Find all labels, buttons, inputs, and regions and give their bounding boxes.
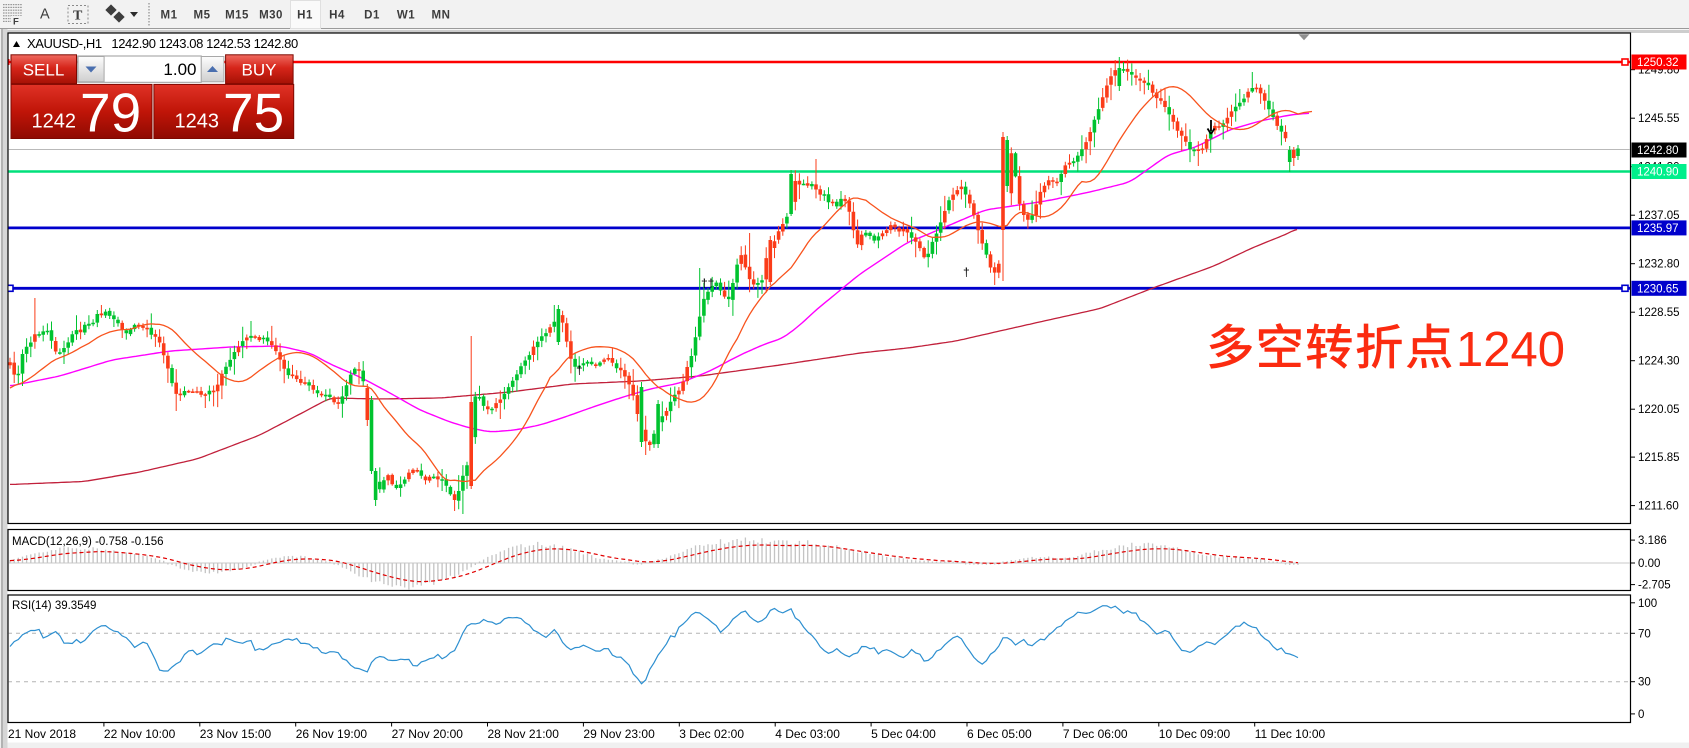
svg-text:†: † — [576, 363, 583, 377]
svg-text:1220.05: 1220.05 — [1638, 404, 1680, 416]
svg-text:26 Nov 19:00: 26 Nov 19:00 — [296, 727, 368, 741]
svg-text:1250.32: 1250.32 — [1637, 57, 1679, 69]
svg-text:28 Nov 21:00: 28 Nov 21:00 — [488, 727, 560, 741]
svg-text:23 Nov 15:00: 23 Nov 15:00 — [200, 727, 272, 741]
svg-text:21 Nov 2018: 21 Nov 2018 — [8, 727, 76, 741]
svg-text:††: †† — [701, 276, 714, 290]
svg-text:0.00: 0.00 — [1638, 558, 1660, 570]
svg-text:3 Dec 02:00: 3 Dec 02:00 — [679, 727, 744, 741]
svg-text:1243: 1243 — [175, 111, 220, 133]
svg-text:10 Dec 09:00: 10 Dec 09:00 — [1159, 727, 1231, 741]
svg-text:D1: D1 — [364, 10, 380, 22]
svg-text:A: A — [40, 7, 50, 23]
svg-text:30: 30 — [1638, 677, 1651, 689]
svg-text:75: 75 — [223, 82, 284, 144]
svg-text:79: 79 — [80, 82, 141, 144]
svg-text:W1: W1 — [397, 10, 415, 22]
svg-text:6 Dec 05:00: 6 Dec 05:00 — [967, 727, 1032, 741]
svg-text:1215.85: 1215.85 — [1638, 452, 1680, 464]
svg-text:MN: MN — [432, 10, 451, 22]
svg-text:BUY: BUY — [242, 61, 277, 80]
svg-text:11 Dec 10:00: 11 Dec 10:00 — [1255, 727, 1326, 741]
svg-text:3.186: 3.186 — [1638, 535, 1667, 547]
svg-text:1.00: 1.00 — [163, 60, 196, 79]
svg-text:-2.705: -2.705 — [1638, 580, 1671, 592]
svg-text:RSI(14) 39.3549: RSI(14) 39.3549 — [12, 600, 96, 612]
svg-text:22 Nov 10:00: 22 Nov 10:00 — [104, 727, 176, 741]
svg-text:1224.30: 1224.30 — [1638, 356, 1680, 368]
svg-text:H4: H4 — [329, 10, 345, 22]
svg-text:1228.55: 1228.55 — [1638, 307, 1680, 319]
svg-text:XAUUSD-,H1 1242.90 1243.08 1: XAUUSD-,H1 1242.90 1243.08 1242.53 1242.… — [27, 36, 298, 51]
svg-text:7 Dec 06:00: 7 Dec 06:00 — [1063, 727, 1128, 741]
svg-text:H1: H1 — [297, 10, 313, 22]
svg-text:1245.55: 1245.55 — [1638, 113, 1680, 125]
svg-text:1240: 1240 — [1456, 323, 1565, 377]
svg-text:1211.60: 1211.60 — [1638, 501, 1679, 513]
svg-text:1240.90: 1240.90 — [1637, 167, 1679, 179]
svg-text:M30: M30 — [259, 10, 283, 22]
svg-text:29 Nov 23:00: 29 Nov 23:00 — [583, 727, 655, 741]
svg-text:1242: 1242 — [32, 111, 77, 133]
svg-text:27 Nov 20:00: 27 Nov 20:00 — [392, 727, 464, 741]
svg-text:†: † — [963, 265, 970, 279]
svg-text:M1: M1 — [161, 10, 178, 22]
svg-text:1232.80: 1232.80 — [1638, 259, 1680, 271]
svg-text:M15: M15 — [225, 10, 249, 22]
svg-text:70: 70 — [1638, 628, 1651, 640]
svg-text:F: F — [13, 17, 19, 28]
svg-text:MACD(12,26,9) -0.758 -0.156: MACD(12,26,9) -0.758 -0.156 — [12, 536, 164, 548]
svg-text:1237.05: 1237.05 — [1638, 210, 1680, 222]
svg-text:1242.80: 1242.80 — [1637, 145, 1679, 157]
svg-text:4 Dec 03:00: 4 Dec 03:00 — [775, 727, 840, 741]
svg-text:0: 0 — [1638, 709, 1644, 721]
svg-text:M5: M5 — [194, 10, 211, 22]
svg-text:5 Dec 04:00: 5 Dec 04:00 — [871, 727, 936, 741]
svg-text:T: T — [73, 9, 83, 24]
svg-text:SELL: SELL — [23, 61, 65, 80]
svg-text:100: 100 — [1638, 598, 1657, 610]
svg-text:1230.65: 1230.65 — [1637, 284, 1679, 296]
svg-text:1235.97: 1235.97 — [1637, 223, 1679, 235]
